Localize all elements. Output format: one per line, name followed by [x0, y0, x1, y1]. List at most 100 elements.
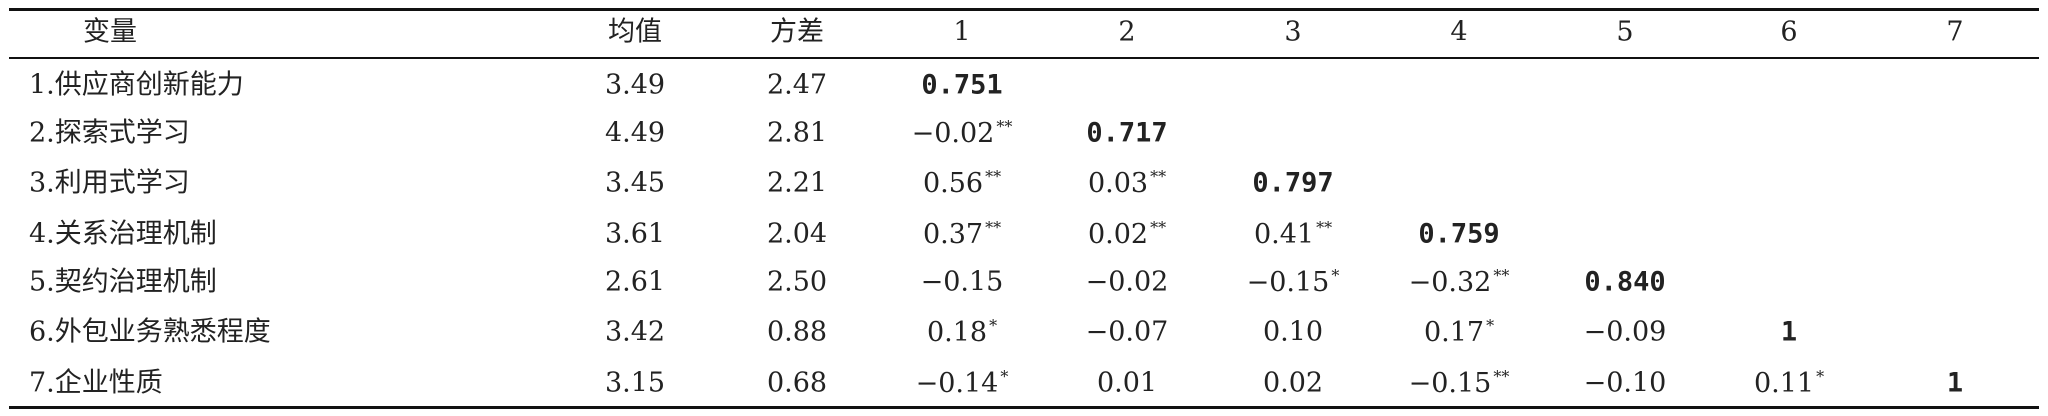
var-cell: 2.21 — [766, 167, 828, 199]
mean-cell: 4.49 — [604, 117, 666, 149]
corr-cell: 0.37 ** — [922, 218, 1002, 250]
corr-cell: −0.10 — [1584, 370, 1667, 397]
corr-value: 0.797 — [1252, 167, 1334, 199]
row-label: 7.企业性质 — [29, 367, 163, 399]
corr-cell: −0.09 — [1584, 319, 1667, 346]
corr-value: 1 — [1946, 367, 1964, 399]
corr-value: −0.14 — [915, 368, 999, 399]
corr-cell: −0.32 ** — [1408, 266, 1510, 298]
row-label: 6.外包业务熟悉程度 — [29, 316, 271, 348]
significance: * — [989, 316, 998, 335]
corr-cell: 0.18 * — [926, 316, 998, 348]
header-rule — [9, 57, 2039, 59]
corr-value: −0.15 — [1408, 368, 1492, 399]
header-cell: 2 — [1118, 16, 1136, 48]
row-label: 4.关系治理机制 — [29, 218, 217, 250]
corr-cell: −0.15 ** — [1408, 367, 1510, 399]
corr-cell: −0.07 — [1086, 319, 1169, 346]
corr-value: 0.11 — [1753, 368, 1815, 399]
header-cell: 6 — [1780, 16, 1798, 48]
significance: * — [1486, 316, 1495, 335]
mean-cell: 2.61 — [604, 266, 666, 298]
var-cell: 0.88 — [766, 316, 828, 348]
header-cell: 7 — [1946, 16, 1964, 48]
corr-cell: 0.717 — [1086, 120, 1167, 147]
corr-cell: 1 — [1947, 370, 1963, 397]
corr-cell: 0.11 * — [1753, 367, 1825, 399]
corr-cell: 0.751 — [921, 72, 1002, 99]
significance: ** — [1316, 218, 1333, 237]
header-cell: 变量 — [83, 16, 137, 48]
corr-value: 0.751 — [921, 69, 1003, 101]
corr-cell: 0.03 ** — [1087, 167, 1167, 199]
significance: ** — [1150, 218, 1167, 237]
significance: ** — [1493, 266, 1510, 285]
corr-cell: 0.41 ** — [1253, 218, 1333, 250]
header-cell: 5 — [1616, 16, 1634, 48]
corr-cell: 0.10 — [1263, 319, 1323, 346]
var-cell: 2.04 — [766, 218, 828, 250]
corr-value: 0.18 — [926, 317, 988, 348]
corr-cell: −0.02 — [1086, 269, 1169, 296]
corr-value: −0.07 — [1085, 316, 1169, 348]
significance: ** — [996, 117, 1013, 136]
corr-value: 0.56 — [922, 168, 984, 199]
significance: ** — [985, 218, 1002, 237]
top-rule — [9, 8, 2039, 11]
var-cell: 0.68 — [766, 367, 828, 399]
corr-value: 0.840 — [1584, 266, 1666, 298]
corr-value: 0.02 — [1262, 367, 1324, 399]
corr-cell: 0.01 — [1097, 370, 1157, 397]
header-cell: 方差 — [770, 16, 824, 48]
header-cell: 3 — [1284, 16, 1302, 48]
corr-cell: 1 — [1781, 319, 1797, 346]
corr-value: −0.10 — [1583, 367, 1667, 399]
var-cell: 2.81 — [766, 117, 828, 149]
corr-cell: 0.56 ** — [922, 167, 1002, 199]
row-label: 5.契约治理机制 — [29, 266, 217, 298]
corr-value: 0.01 — [1096, 367, 1158, 399]
significance: ** — [985, 167, 1002, 186]
corr-value: −0.02 — [1085, 266, 1169, 298]
row-label: 1.供应商创新能力 — [29, 69, 244, 101]
corr-cell: 0.759 — [1418, 221, 1499, 248]
corr-value: −0.15 — [1246, 267, 1330, 298]
header-cell: 4 — [1450, 16, 1468, 48]
significance: ** — [1493, 367, 1510, 386]
significance: * — [1816, 367, 1825, 386]
mean-cell: 3.15 — [604, 367, 666, 399]
corr-value: 0.717 — [1086, 117, 1168, 149]
corr-cell: −0.14 * — [915, 367, 1009, 399]
corr-cell: 0.02 ** — [1087, 218, 1167, 250]
corr-value: −0.02 — [911, 118, 995, 149]
corr-value: 0.03 — [1087, 168, 1149, 199]
row-label: 3.利用式学习 — [29, 167, 190, 199]
corr-value: −0.15 — [920, 266, 1004, 298]
corr-value: −0.09 — [1583, 316, 1667, 348]
significance: * — [1331, 266, 1340, 285]
corr-value: 0.37 — [922, 219, 984, 250]
row-label: 2.探索式学习 — [29, 117, 190, 149]
header-cell: 1 — [953, 16, 971, 48]
corr-value: −0.32 — [1408, 267, 1492, 298]
corr-cell: 0.797 — [1252, 170, 1333, 197]
corr-cell: −0.15 — [921, 269, 1004, 296]
corr-cell: 0.17 * — [1423, 316, 1495, 348]
significance: ** — [1150, 167, 1167, 186]
var-cell: 2.47 — [766, 69, 828, 101]
header-cell: 均值 — [608, 16, 662, 48]
mean-cell: 3.45 — [604, 167, 666, 199]
corr-value: 1 — [1780, 316, 1798, 348]
corr-cell: 0.02 — [1263, 370, 1323, 397]
mean-cell: 3.49 — [604, 69, 666, 101]
corr-value: 0.41 — [1253, 219, 1315, 250]
corr-value: 0.759 — [1418, 218, 1500, 250]
corr-value: 0.02 — [1087, 219, 1149, 250]
mean-cell: 3.61 — [604, 218, 666, 250]
corr-cell: −0.15 * — [1246, 266, 1340, 298]
bottom-rule — [9, 406, 2039, 409]
significance: * — [1000, 367, 1009, 386]
corr-value: 0.17 — [1423, 317, 1485, 348]
var-cell: 2.50 — [766, 266, 828, 298]
